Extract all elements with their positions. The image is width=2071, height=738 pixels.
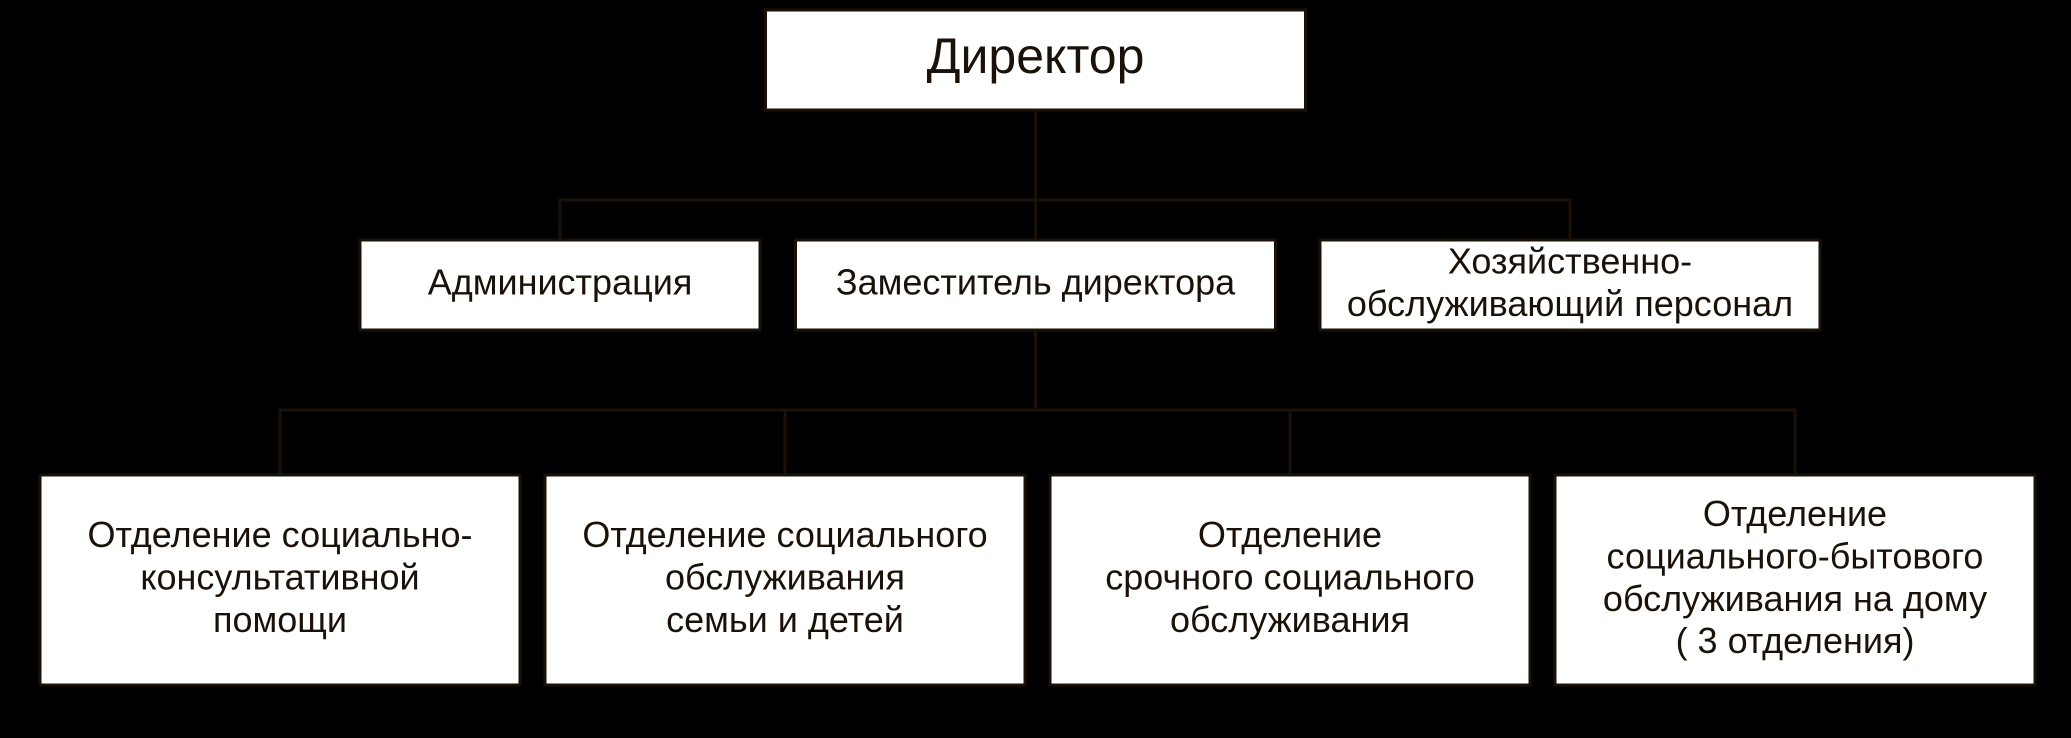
node-dept4: Отделениесоциального-бытовогообслуживани… xyxy=(1555,475,2035,685)
node-dept3: Отделениесрочного социальногообслуживани… xyxy=(1050,475,1530,685)
node-dept3-line-1: срочного социального xyxy=(1105,557,1474,598)
node-dept4-line-2: обслуживания на дому xyxy=(1603,578,1987,619)
node-director-line-0: Директор xyxy=(927,28,1145,84)
node-dept1-line-1: консультативной xyxy=(140,557,419,598)
node-deputy: Заместитель директора xyxy=(796,240,1276,330)
node-dept2-line-0: Отделение социального xyxy=(582,514,987,555)
node-dept3-line-0: Отделение xyxy=(1198,514,1382,555)
org-chart: Директор Администрация Заместитель директо… xyxy=(0,0,2071,738)
node-housekeeping-line-1: обслуживающий персонал xyxy=(1347,283,1793,324)
node-admin-line-0: Администрация xyxy=(428,262,693,303)
node-dept1-line-2: помощи xyxy=(213,599,347,640)
node-admin: Администрация xyxy=(360,240,760,330)
node-dept2-line-1: обслуживания xyxy=(665,557,905,598)
node-dept3-line-2: обслуживания xyxy=(1170,599,1410,640)
node-dept1: Отделение социально-консультативнойпомощ… xyxy=(40,475,520,685)
node-director: Директор xyxy=(766,10,1306,110)
node-dept4-line-0: Отделение xyxy=(1703,493,1887,534)
node-deputy-line-0: Заместитель директора xyxy=(836,262,1236,303)
node-housekeeping: Хозяйственно-обслуживающий персонал xyxy=(1320,240,1820,330)
node-housekeeping-line-0: Хозяйственно- xyxy=(1448,240,1692,281)
node-dept2-line-2: семьи и детей xyxy=(666,599,904,640)
node-dept2: Отделение социальногообслуживаниясемьи и… xyxy=(545,475,1025,685)
node-dept4-line-3: ( 3 отделения) xyxy=(1676,620,1915,661)
node-dept1-line-0: Отделение социально- xyxy=(88,514,473,555)
node-dept4-line-1: социального-бытового xyxy=(1607,535,1984,576)
